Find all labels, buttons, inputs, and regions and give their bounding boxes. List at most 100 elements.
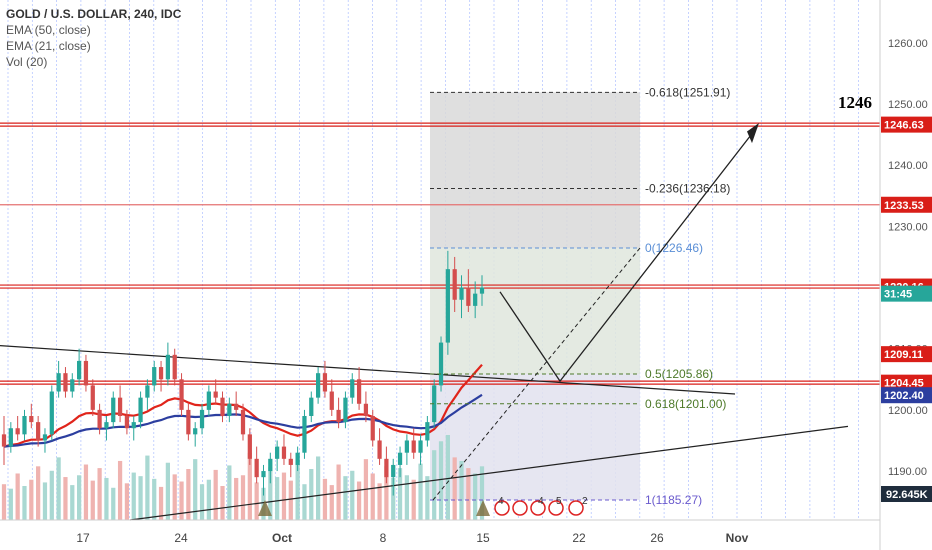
candle-body — [83, 360, 89, 386]
candle-body — [466, 287, 471, 306]
event-count-label: 4 — [498, 496, 504, 507]
candle-body — [438, 342, 444, 386]
candle-body — [234, 403, 239, 410]
volume-bar — [234, 477, 239, 520]
candle-body — [268, 458, 273, 472]
event-arrow-marker — [258, 500, 272, 516]
time-tick-label: 8 — [380, 531, 387, 545]
time-tick-label: 15 — [476, 531, 490, 545]
ema50-legend[interactable]: EMA (50, close) — [6, 23, 91, 37]
volume-bar — [145, 455, 150, 520]
trendlines — [0, 345, 849, 521]
volume-legend[interactable]: Vol (20) — [6, 55, 48, 69]
volume-bar — [254, 482, 259, 520]
time-tick-label: Nov — [726, 531, 749, 545]
candle-body — [117, 397, 123, 416]
candle-body — [322, 373, 328, 392]
candle-body — [111, 397, 116, 423]
projection-path — [432, 122, 759, 501]
symbol-title[interactable]: GOLD / U.S. DOLLAR, 240, IDC — [6, 7, 182, 21]
volume-bar — [302, 484, 307, 520]
price-axis: 1190.001200.001210.001220.001230.001240.… — [879, 0, 928, 550]
volume-bar — [411, 479, 416, 520]
arrow-head — [747, 122, 759, 144]
volume-bar — [29, 479, 34, 520]
event-flag — [512, 500, 528, 516]
candle-body — [240, 409, 246, 435]
fib-level-label: 0(1226.46) — [645, 241, 703, 255]
price-tick-label: 1230.00 — [888, 221, 928, 233]
volume-bar — [172, 474, 177, 520]
volume-bar — [193, 459, 198, 520]
candle-body — [131, 422, 136, 429]
volume-bar — [404, 475, 410, 520]
volume-bar — [479, 466, 485, 520]
price-tick-label: 1190.00 — [888, 466, 927, 478]
candle-body — [254, 458, 259, 478]
candle-body — [76, 360, 82, 380]
volume-bar — [281, 472, 287, 520]
candle-body — [336, 409, 341, 423]
candle-body — [8, 428, 13, 447]
volume-bar — [152, 478, 157, 520]
volume-bar — [425, 476, 430, 520]
descending-trendline — [0, 345, 736, 395]
candle-body — [56, 373, 61, 392]
candle-body — [452, 269, 457, 300]
event-count-label: 5 — [556, 496, 562, 507]
volume-bar — [83, 464, 89, 520]
time-tick-label: 22 — [572, 531, 586, 545]
candle-body — [124, 416, 130, 429]
volume-bar — [49, 470, 54, 520]
candle-body — [329, 391, 334, 410]
event-flag — [494, 500, 510, 516]
time-tick-label: 17 — [76, 531, 90, 545]
candle-body — [199, 409, 205, 429]
ascending-trendline — [129, 425, 849, 521]
candle-body — [384, 458, 389, 478]
candle-body — [288, 458, 293, 465]
volume-bar — [8, 488, 13, 520]
volume-bar — [213, 469, 218, 520]
candle-body — [1, 434, 7, 447]
candle-body — [350, 379, 355, 398]
price-tick-label: 1260.00 — [888, 38, 928, 50]
fib-zone-lower — [430, 374, 640, 500]
candle-body — [295, 452, 300, 465]
candle-body — [36, 422, 41, 441]
candle-body — [145, 385, 150, 398]
chart-legend: GOLD / U.S. DOLLAR, 240, IDC EMA (50, cl… — [6, 6, 181, 70]
volume-bar — [370, 473, 375, 520]
candle-body — [90, 385, 95, 410]
candle-body — [425, 422, 430, 441]
volume-bar — [56, 457, 61, 520]
volume-bar — [268, 467, 273, 520]
volume-bar — [356, 481, 362, 520]
event-flag — [548, 500, 564, 516]
price-tags: 1246.631233.531220.161209.111204.451202.… — [881, 116, 932, 502]
volume-bar — [97, 468, 102, 520]
candle-body — [356, 379, 362, 404]
ema50-price-tag — [881, 387, 932, 404]
time-tick-label: Oct — [272, 531, 292, 545]
volume-bar — [309, 469, 314, 520]
volume-bar — [63, 477, 68, 520]
ema21-legend[interactable]: EMA (21, close) — [6, 39, 91, 53]
level-price-tag — [881, 374, 932, 391]
price-tick-label: 1200.00 — [888, 405, 928, 417]
volume-bar — [220, 486, 225, 520]
volume-bar — [418, 463, 423, 520]
volume-bar — [199, 484, 205, 520]
volume-bar — [36, 466, 41, 520]
volume-bar — [432, 450, 437, 520]
volume-tag-label: 92.645K — [886, 489, 928, 501]
volume-bar — [1, 484, 7, 520]
volume-bar — [322, 478, 328, 520]
volume-bar — [227, 465, 232, 520]
candle-body — [213, 391, 218, 398]
level-price-tag-label: 1246.63 — [884, 120, 924, 132]
candle-body — [459, 287, 464, 300]
candle-body — [418, 440, 423, 453]
volume-bar — [131, 472, 136, 520]
candle-body — [172, 354, 177, 380]
